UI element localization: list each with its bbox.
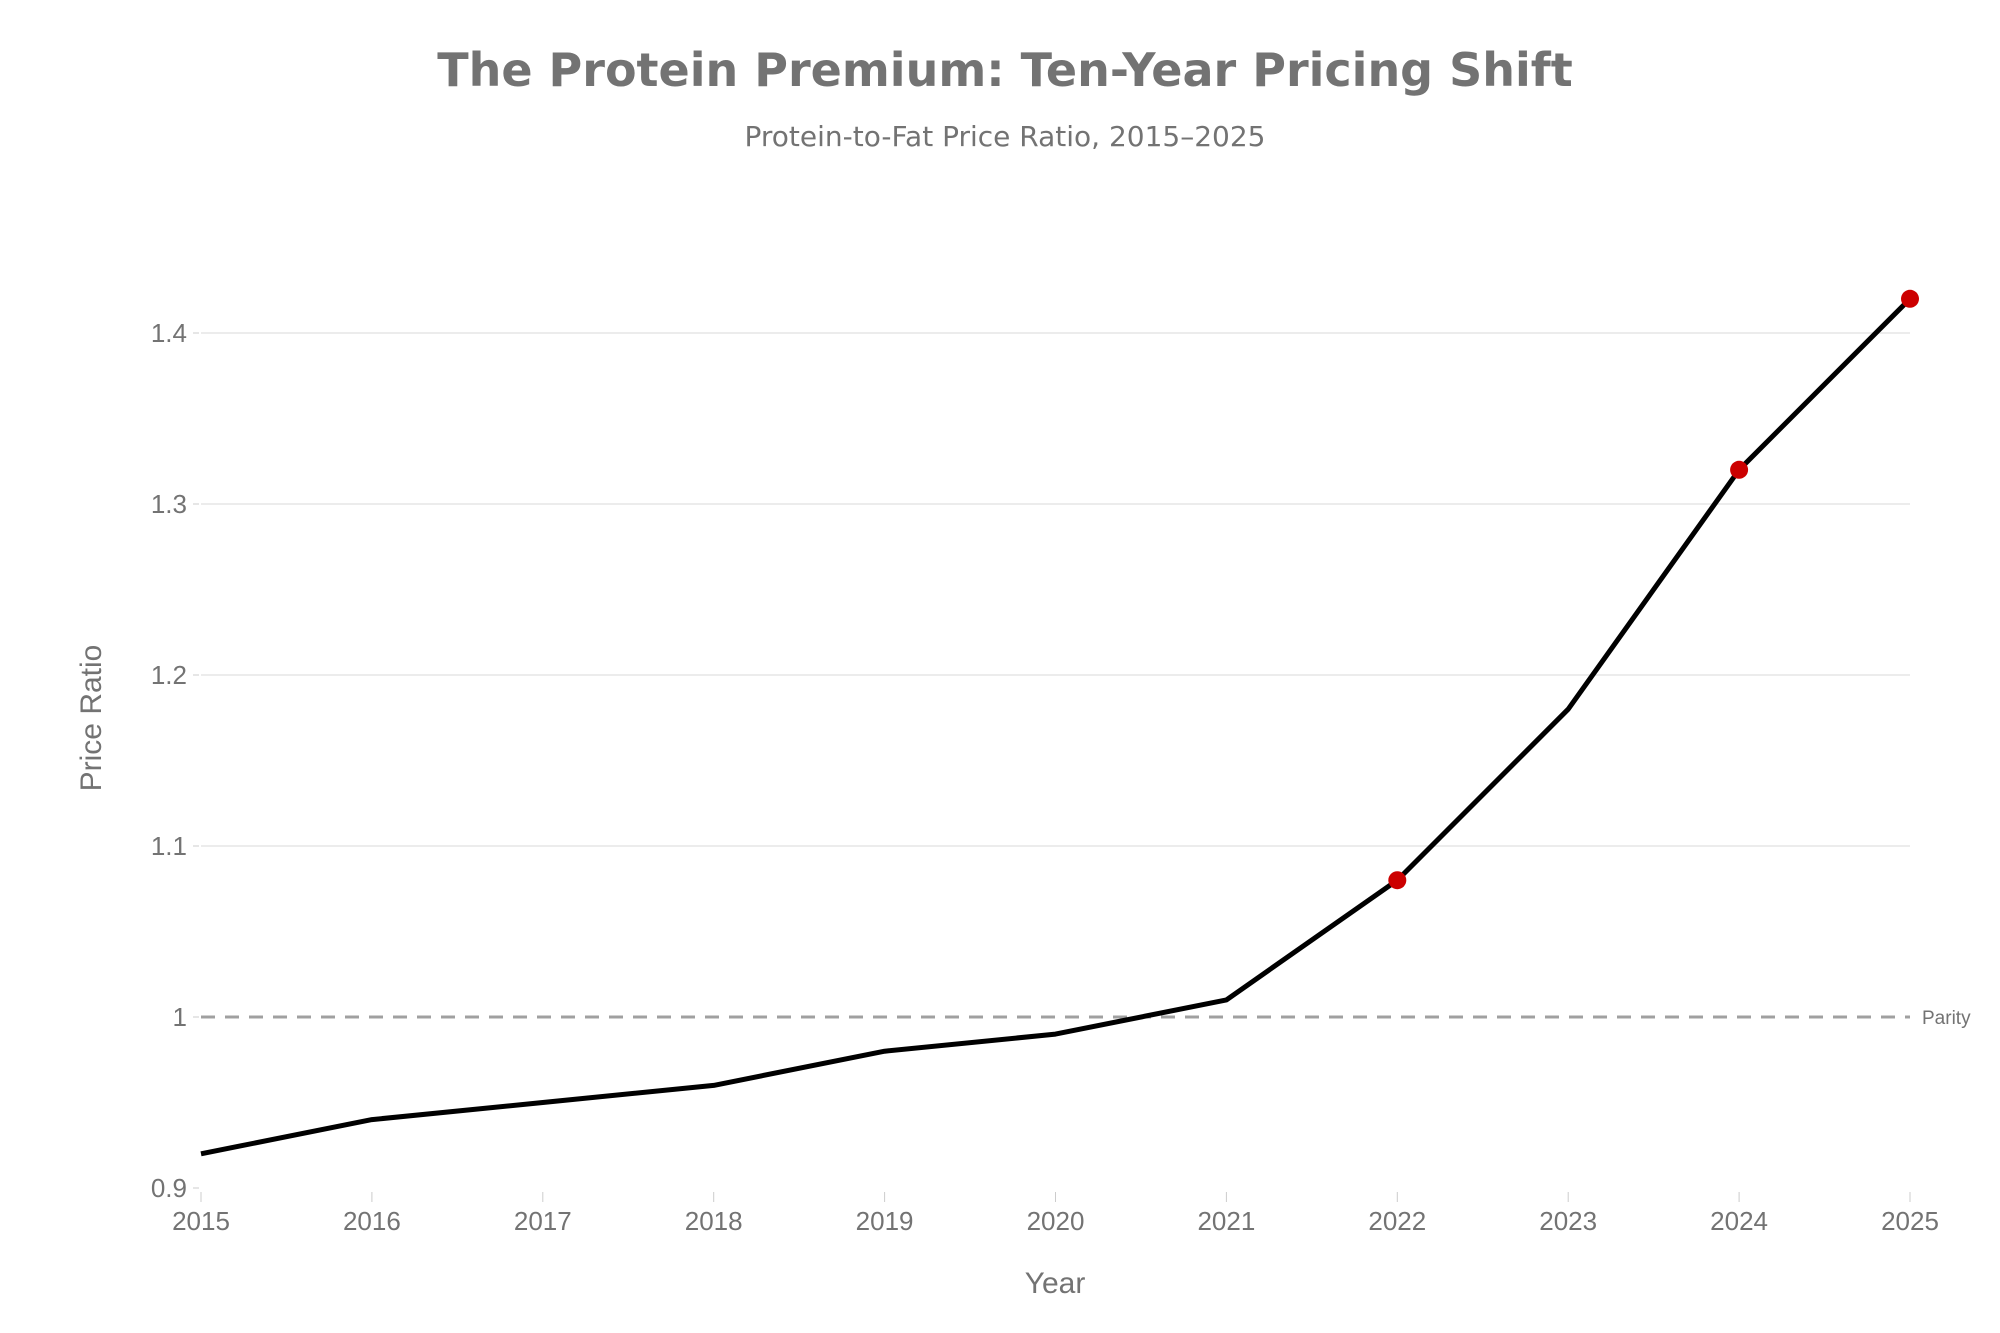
x-tick-label: 2022 (1368, 1206, 1426, 1236)
parity-label: Parity (1922, 1008, 1971, 1029)
highlight-point (1388, 871, 1407, 890)
y-tick-label: 1.1 (151, 831, 187, 861)
highlight-point (1901, 289, 1919, 308)
y-tick-label: 1.2 (151, 660, 187, 690)
x-axis-label: Year (1025, 1267, 1086, 1300)
series-line (200, 297, 1912, 1157)
chart-title: The Protein Premium: Ten-Year Pricing Sh… (437, 43, 1573, 97)
chart-subtitle: Protein-to-Fat Price Ratio, 2015–2025 (745, 120, 1266, 153)
y-tick-label: 1 (173, 1002, 187, 1032)
x-tick-label: 2023 (1539, 1206, 1597, 1236)
x-tick-label: 2019 (856, 1206, 914, 1236)
y-axis-label: Price Ratio (75, 645, 108, 792)
y-tick-label: 1.4 (151, 318, 187, 348)
x-tick-label: 2020 (1027, 1206, 1085, 1236)
x-tick-label: 2025 (1881, 1206, 1939, 1236)
x-tick-label: 2024 (1710, 1206, 1768, 1236)
y-tick-label: 0.9 (151, 1173, 187, 1203)
x-tick-label: 2017 (514, 1206, 572, 1236)
x-tick-label: 2018 (685, 1206, 743, 1236)
y-tick-label: 1.3 (151, 489, 187, 519)
x-tick-label: 2015 (172, 1206, 230, 1236)
x-tick-label: 2016 (343, 1206, 401, 1236)
highlight-point (1730, 460, 1749, 479)
x-tick-label: 2021 (1197, 1206, 1255, 1236)
